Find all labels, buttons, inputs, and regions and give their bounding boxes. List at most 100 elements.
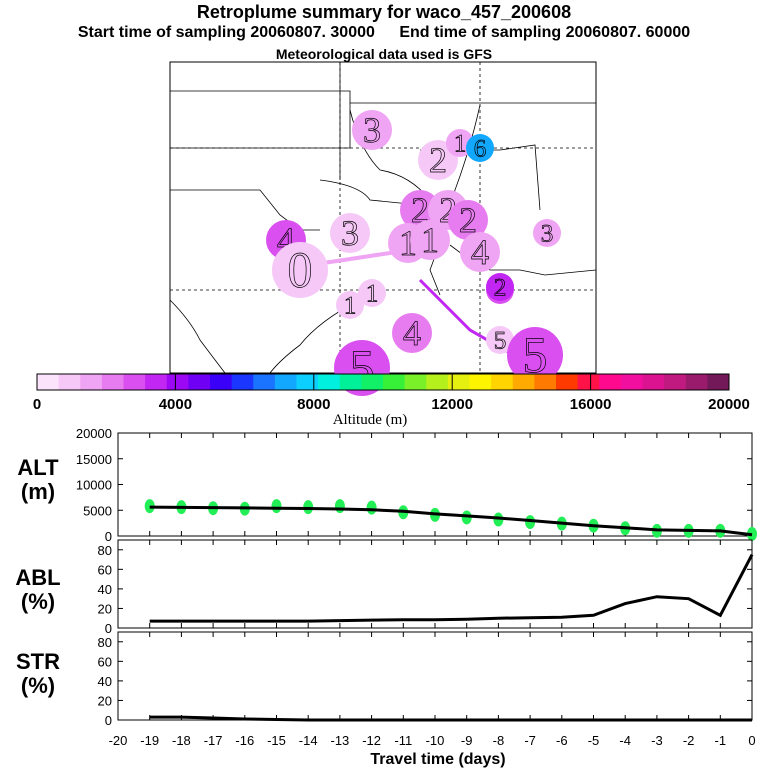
alt-particle-point [525, 515, 536, 530]
plume-marker-label: 1 [366, 280, 379, 307]
plume-marker-label: 2 [494, 274, 507, 301]
str-ytick-label: 40 [98, 674, 112, 689]
plume-marker-label: 4 [471, 232, 489, 272]
alt-ytick-label: 0 [105, 529, 112, 544]
colorbar-swatch [166, 374, 189, 390]
plume-marker-label: 0 [287, 242, 312, 298]
colorbar-swatch [339, 374, 362, 390]
colorbar-swatch [469, 374, 492, 390]
xtick-label: -15 [267, 733, 286, 748]
abl-ytick-label: 60 [98, 562, 112, 577]
xtick-label: -5 [588, 733, 600, 748]
alt-particle-point [334, 499, 345, 514]
plume-marker-label: 3 [341, 213, 359, 253]
plume-marker [272, 242, 328, 298]
alt-particle-point [271, 499, 282, 514]
plume-marker-label: 1 [344, 292, 357, 319]
plume-marker-label: 5 [494, 327, 507, 354]
plume-marker-label: 2 [459, 200, 477, 240]
colorbar-tick-label: 4000 [159, 396, 192, 413]
panel-label-line: (%) [20, 589, 56, 614]
str-ytick-label: 80 [98, 635, 112, 650]
abl-ytick-label: 0 [105, 621, 112, 636]
xtick-label: -10 [426, 733, 445, 748]
xtick-label: -7 [524, 733, 536, 748]
alt-ytick-label: 5000 [83, 503, 112, 518]
colorbar-tick-label: 0 [33, 396, 41, 413]
colorbar-swatch [274, 374, 297, 390]
plume-marker [358, 279, 386, 307]
xtick-label: -1 [715, 733, 727, 748]
colorbar-swatch [642, 374, 665, 390]
colorbar-tick-label: 8000 [297, 396, 330, 413]
xtick-label: -6 [556, 733, 568, 748]
plume-marker [486, 273, 514, 301]
xtick-label: 0 [748, 733, 755, 748]
colorbar-swatch [361, 374, 384, 390]
panel-label-line: STR [16, 649, 60, 674]
colorbar-swatch [383, 374, 406, 390]
str-ytick-label: 20 [98, 693, 112, 708]
str-series-line [149, 715, 752, 722]
plume-marker [410, 220, 450, 260]
panel-label-line: ALT [17, 455, 59, 480]
colorbar-swatch [37, 374, 60, 390]
colorbar-swatch [58, 374, 81, 390]
abl-panel-frame [117, 539, 753, 629]
colorbar-swatch [188, 374, 211, 390]
colorbar-swatch [685, 374, 708, 390]
abl-ytick-label: 40 [98, 582, 112, 597]
colorbar-swatch [556, 374, 579, 390]
colorbar-swatch [404, 374, 427, 390]
alt-particle-point [461, 510, 472, 525]
abl-panel-label: ABL (%) [8, 566, 68, 614]
panel-label-line: (%) [20, 673, 56, 698]
alt-particle-point [144, 499, 155, 514]
alt-particle-point [493, 512, 504, 527]
time-series-panels: 05000100001500020000020406080020406080-2… [76, 426, 757, 768]
panel-label-line: (m) [20, 479, 56, 504]
xtick-label: -19 [140, 733, 159, 748]
colorbar-swatch [599, 374, 622, 390]
plume-marker-label: 2 [411, 190, 429, 230]
plume-marker-label: 6 [474, 135, 487, 162]
xtick-label: -3 [651, 733, 663, 748]
plume-marker-label: 2 [429, 140, 447, 180]
start-time-label: Start time of sampling 20060807. 30000 [77, 24, 375, 41]
colorbar-swatch [318, 374, 341, 390]
str-panel-frame [117, 631, 753, 721]
colorbar-swatch [426, 374, 449, 390]
plume-marker [486, 326, 514, 354]
str-panel-label: STR (%) [8, 650, 68, 698]
colorbar-swatch [210, 374, 233, 390]
plume-marker-label: 1 [421, 220, 439, 260]
plume-marker [330, 213, 370, 253]
altitude-colorbar: 0 4000 8000 12000 16000 20000 Altitude (m) [33, 373, 750, 428]
xtick-label: -14 [299, 733, 318, 748]
colorbar-swatch [620, 374, 643, 390]
alt-particle-point [366, 500, 377, 515]
sampling-times: Start time of sampling 20060807. 30000 E… [0, 24, 768, 42]
panel-label-line: ABL [15, 565, 61, 590]
alt-ytick-label: 15000 [76, 452, 112, 467]
xtick-label: -18 [172, 733, 191, 748]
border [169, 299, 226, 374]
xtick-label: -2 [683, 733, 695, 748]
colorbar-swatch [664, 374, 687, 390]
colorbar-swatch [123, 374, 146, 390]
plume-marker-label: 1 [454, 130, 467, 157]
plume-marker [352, 110, 392, 150]
xtick-label: -11 [394, 733, 412, 748]
xtick-label: -16 [235, 733, 254, 748]
abl-ytick-label: 20 [98, 601, 112, 616]
state-border [319, 179, 441, 206]
str-ytick-label: 0 [105, 713, 112, 728]
colorbar-tick-label: 16000 [570, 396, 612, 413]
end-time-label: End time of sampling 20060807. 60000 [399, 24, 691, 41]
colorbar-swatch [231, 374, 254, 390]
plume-marker-label: 3 [541, 220, 554, 247]
plume-marker [336, 291, 364, 319]
alt-series-line [149, 505, 753, 537]
abl-series-line [149, 553, 754, 623]
